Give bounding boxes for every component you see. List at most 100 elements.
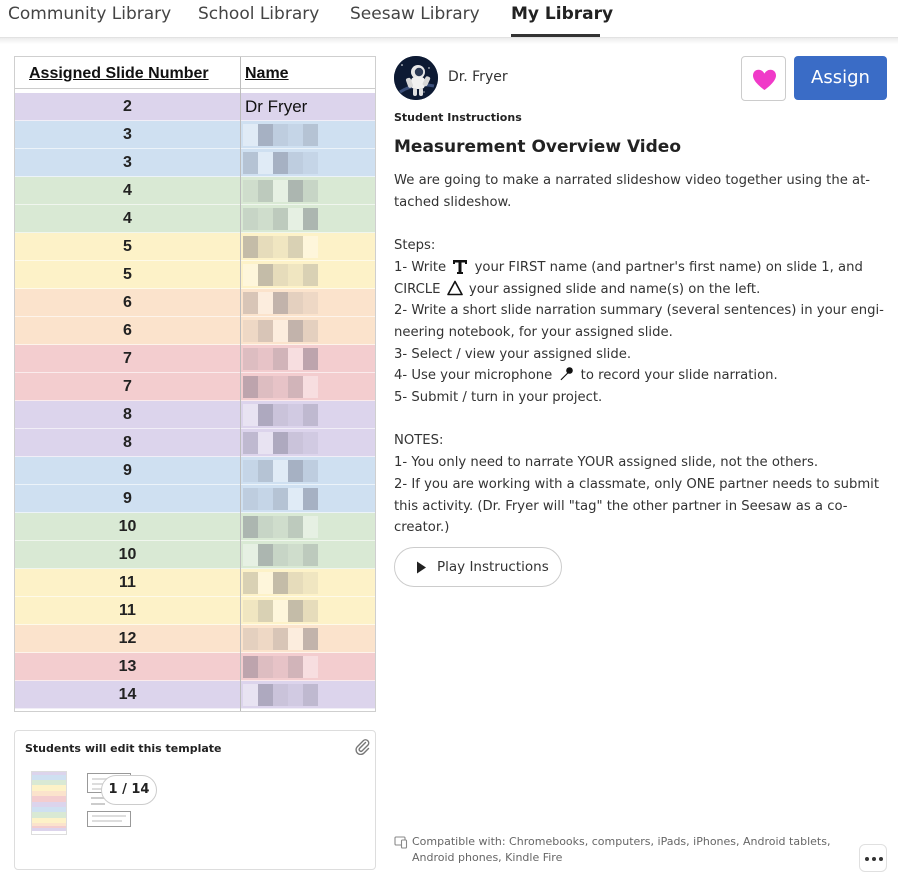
astronaut-icon	[394, 56, 438, 100]
sheet-row: 7	[15, 373, 375, 401]
sheet-row-number: 5	[123, 266, 132, 283]
library-tabs: Community Library School Library Seesaw …	[0, 0, 898, 38]
sheet-row-number: 5	[123, 238, 132, 255]
sheet-row-number: 4	[123, 182, 132, 199]
sheet-row: 13	[15, 653, 375, 681]
thumbnail-stripe	[32, 772, 66, 775]
author-name[interactable]: Dr. Fryer	[448, 69, 508, 85]
sheet-row: 4	[15, 177, 375, 205]
redacted-name	[243, 684, 321, 706]
student-instructions-label: Student Instructions	[394, 111, 522, 124]
step-1-text-d: your assigned slide and name(s) on the l…	[468, 281, 761, 297]
sheet-row-number: 7	[123, 378, 132, 395]
tab-community-library[interactable]: Community Library	[8, 4, 172, 24]
sheet-row-number: 11	[119, 574, 136, 591]
sheet-row: 3	[15, 121, 375, 149]
thumb-line	[91, 803, 105, 805]
redacted-name	[243, 656, 321, 678]
sheet-row-number: 8	[123, 434, 132, 451]
steps-label: Steps:	[394, 238, 436, 254]
sheet-row: 9	[15, 457, 375, 485]
sheet-row-number: 10	[118, 518, 137, 535]
sheet-row-number: 9	[123, 490, 132, 507]
thumbnail-stripe	[32, 809, 66, 813]
paperclip-icon[interactable]	[353, 737, 371, 755]
sheet-row-number: 6	[123, 294, 132, 311]
sheet-divider	[240, 57, 241, 711]
compatibility-text: Compatible with: Chromebooks, computers,…	[412, 835, 831, 864]
redacted-name	[243, 628, 321, 650]
thumbnail-stripe	[32, 793, 66, 797]
thumbnail-stripe	[32, 782, 66, 786]
sheet-header: Assigned Slide Number Name	[15, 57, 375, 89]
step-1-line-1: 1- Write your FIRST name (and partner's …	[394, 257, 874, 279]
step-4-text-a: 4- Use your microphone	[394, 368, 553, 384]
redacted-name	[243, 600, 321, 622]
template-thumbnail[interactable]	[31, 771, 67, 835]
activity-title: Measurement Overview Video	[394, 137, 682, 157]
text-tool-icon	[453, 259, 468, 274]
shape-tool-icon	[446, 280, 463, 295]
sheet-row: 14	[15, 681, 375, 709]
active-tab-indicator	[511, 34, 600, 37]
sheet-col-slide-number: Assigned Slide Number	[29, 65, 209, 82]
sheet-row: 12	[15, 625, 375, 653]
sheet-row-number: 9	[123, 462, 132, 479]
redacted-name	[243, 376, 321, 398]
devices-icon	[394, 836, 408, 849]
favorite-button[interactable]	[741, 56, 786, 101]
author-avatar	[394, 56, 438, 100]
more-options-button[interactable]	[859, 844, 887, 872]
more-icon-dot	[879, 857, 883, 861]
sheet-row: 2 Dr Fryer	[15, 93, 375, 121]
thumbnail-stripe	[32, 823, 66, 826]
sheet-row-number: 11	[119, 602, 136, 619]
sheet-row-number: 2	[123, 98, 132, 115]
redacted-name	[243, 544, 321, 566]
thumbnail-stripe	[32, 825, 66, 829]
thumbnail-stripe	[32, 798, 66, 802]
sheet-row-number: 4	[123, 210, 132, 227]
thumbnail-stripe	[32, 801, 66, 805]
sheet-row: 6	[15, 317, 375, 345]
redacted-name	[243, 264, 321, 286]
thumbnail-stripe	[32, 796, 66, 799]
tab-seesaw-library[interactable]: Seesaw Library	[350, 4, 480, 24]
more-icon-dot	[872, 857, 876, 861]
sheet-row: 9	[15, 485, 375, 513]
sheet-row: 6	[15, 289, 375, 317]
sheet-row-number: 6	[123, 322, 132, 339]
thumbnail-stripe	[32, 790, 66, 794]
notes-label: NOTES:	[394, 433, 444, 449]
sheet-row: 5	[15, 261, 375, 289]
sheet-row-number: 3	[123, 126, 132, 143]
thumbnail-stripe	[32, 804, 66, 807]
thumbnail-stripe	[32, 812, 66, 815]
play-instructions-label: Play Instructions	[437, 559, 549, 575]
assign-button[interactable]: Assign	[794, 56, 887, 100]
thumb-line	[91, 797, 105, 799]
sheet-row: 11	[15, 597, 375, 625]
step-1-line-2: CIRCLE your assigned slide and name(s) o…	[394, 279, 874, 301]
step-3: 3- Select / view your assigned slide.	[394, 346, 632, 362]
play-instructions-button[interactable]: Play Instructions	[394, 547, 562, 587]
redacted-name	[243, 348, 321, 370]
sheet-row-number: 7	[123, 350, 132, 367]
step-1-text-b: your FIRST name (and partner's first nam…	[474, 259, 863, 275]
redacted-name	[243, 236, 321, 258]
redacted-name	[243, 320, 321, 342]
sheet-row: 5	[15, 233, 375, 261]
template-slide-image: Assigned Slide Number Name 2 Dr Fryer 3 3 4 4…	[14, 56, 376, 712]
tab-school-library[interactable]: School Library	[198, 4, 320, 24]
more-icon-dot	[865, 857, 869, 861]
sheet-row-number: 10	[118, 546, 137, 563]
sheet-row: 11	[15, 569, 375, 597]
template-card[interactable]: Students will edit this template 1 / 14	[14, 730, 376, 870]
sheet-col-name: Name	[245, 65, 289, 82]
microphone-icon	[560, 367, 574, 381]
thumbnail-stripe	[32, 774, 66, 778]
thumbnail-stripe	[32, 817, 66, 821]
redacted-name	[243, 460, 321, 482]
tab-my-library[interactable]: My Library	[511, 4, 614, 24]
step-5: 5- Submit / turn in your project.	[394, 390, 603, 406]
